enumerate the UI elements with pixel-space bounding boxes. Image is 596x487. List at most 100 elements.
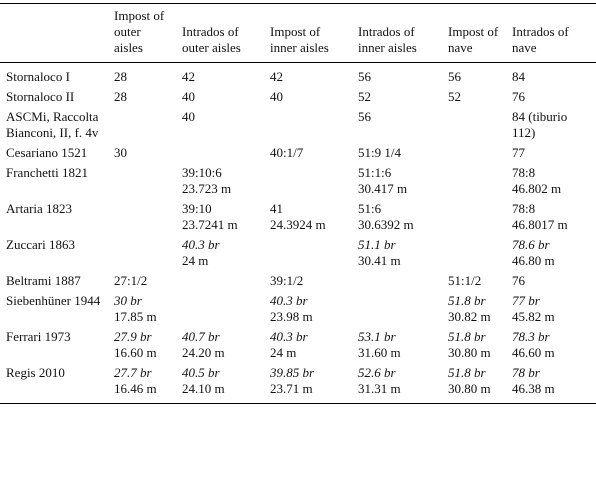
table-cell: 27:1/2 bbox=[108, 271, 176, 291]
table-cell: 40.3 br 23.98 m bbox=[264, 291, 352, 327]
cell-line: 16.60 m bbox=[114, 345, 157, 360]
cell-line: 78.6 br bbox=[512, 237, 550, 252]
cell-line: 30.6392 m bbox=[358, 217, 414, 232]
table-cell bbox=[352, 291, 442, 327]
row-label: Regis 2010 bbox=[6, 365, 65, 380]
row-label: Siebenhüner 1944 bbox=[6, 293, 101, 308]
cell-line: 23.7241 m bbox=[182, 217, 238, 232]
cell-line: 51.8 br bbox=[448, 365, 486, 380]
table-cell: 51.1 br 30.41 m bbox=[352, 235, 442, 271]
row-label: Stornaloco I bbox=[6, 69, 70, 84]
table-cell: 42 bbox=[264, 63, 352, 88]
cell-line: 40.5 br bbox=[182, 365, 220, 380]
table-cell: 51:6 30.6392 m bbox=[352, 199, 442, 235]
table-cell: 51:9 1/4 bbox=[352, 143, 442, 163]
cell-line: 52 bbox=[358, 89, 371, 104]
table-cell: 52 bbox=[442, 87, 506, 107]
column-header: Impost of nave bbox=[442, 3, 506, 63]
cell-line: 39:10:6 bbox=[182, 165, 222, 180]
row-label: Cesariano 1521 bbox=[6, 145, 88, 160]
table-row: Beltrami 1887 27:1/2 39:1/2 51:1/2 76 bbox=[0, 271, 596, 291]
table-cell: 84 (tiburio 112) bbox=[506, 107, 596, 143]
table-cell bbox=[442, 143, 506, 163]
cell-line: 76 bbox=[512, 273, 525, 288]
row-label: ASCMi, Raccolta Bianconi, II, f. 4v bbox=[6, 109, 99, 140]
table-cell: 41 24.3924 m bbox=[264, 199, 352, 235]
table-cell: 40.3 br 24 m bbox=[176, 235, 264, 271]
cell-line: 28 bbox=[114, 69, 127, 84]
cell-line: 16.46 m bbox=[114, 381, 157, 396]
row-label: Beltrami 1887 bbox=[6, 273, 81, 288]
table-cell: 76 bbox=[506, 271, 596, 291]
table-cell: 51.8 br 30.82 m bbox=[442, 291, 506, 327]
cell-line: 40 bbox=[182, 109, 195, 124]
column-header: Impost of inner aisles bbox=[264, 3, 352, 63]
cell-line: 78.3 br bbox=[512, 329, 550, 344]
column-header: Intrados of nave bbox=[506, 3, 596, 63]
table-cell: 27.7 br 16.46 m bbox=[108, 363, 176, 404]
cell-line: 30.417 m bbox=[358, 181, 408, 196]
cell-line: 23.723 m bbox=[182, 181, 232, 196]
header-row: Impost of outer aisles Intrados of outer … bbox=[0, 3, 596, 63]
cell-line: 39.85 br bbox=[270, 365, 315, 380]
cell-line: 46.60 m bbox=[512, 345, 555, 360]
table-cell bbox=[442, 235, 506, 271]
table-cell: 84 bbox=[506, 63, 596, 88]
table-cell bbox=[108, 163, 176, 199]
cell-line: 17.85 m bbox=[114, 309, 157, 324]
cell-line: 45.82 m bbox=[512, 309, 555, 324]
cell-line: 51:6 bbox=[358, 201, 382, 216]
cell-line: 78 br bbox=[512, 365, 540, 380]
cell-line: 52 bbox=[448, 89, 461, 104]
table-cell: 40 bbox=[264, 87, 352, 107]
cell-line: 27.9 br bbox=[114, 329, 152, 344]
cell-line: 40.3 br bbox=[270, 329, 308, 344]
table-body: Stornaloco I 28 42 42 56 56 84 Stornaloco II 28 4… bbox=[0, 63, 596, 404]
table-cell bbox=[108, 235, 176, 271]
cell-line: 46.802 m bbox=[512, 181, 562, 196]
table-cell bbox=[352, 271, 442, 291]
cell-line: 24 m bbox=[270, 345, 297, 360]
cell-line: 24.10 m bbox=[182, 381, 225, 396]
cell-line: 51.1 br bbox=[358, 237, 396, 252]
cell-line: 46.8017 m bbox=[512, 217, 568, 232]
table-cell: 39:1/2 bbox=[264, 271, 352, 291]
table-cell: 28 bbox=[108, 87, 176, 107]
row-label: Zuccari 1863 bbox=[6, 237, 75, 252]
table-cell: 40:1/7 bbox=[264, 143, 352, 163]
table-row: Cesariano 1521 30 40:1/7 51:9 1/4 77 bbox=[0, 143, 596, 163]
table-row: Franchetti 1821 39:10:6 23.723 m 51:1:6 30.4… bbox=[0, 163, 596, 199]
table-cell: 40.5 br 24.10 m bbox=[176, 363, 264, 404]
cell-line: 53.1 br bbox=[358, 329, 396, 344]
cell-line: 46.38 m bbox=[512, 381, 555, 396]
table-cell: 51:1/2 bbox=[442, 271, 506, 291]
column-header: Intrados of outer aisles bbox=[176, 3, 264, 63]
cell-line: 56 bbox=[358, 69, 371, 84]
table-cell: 40.7 br 24.20 m bbox=[176, 327, 264, 363]
table-cell bbox=[176, 143, 264, 163]
row-label: Ferrari 1973 bbox=[6, 329, 71, 344]
column-header: Impost of outer aisles bbox=[108, 3, 176, 63]
cell-line: 31.60 m bbox=[358, 345, 401, 360]
table-cell bbox=[442, 163, 506, 199]
column-header: Intrados of inner aisles bbox=[352, 3, 442, 63]
cell-line: 23.71 m bbox=[270, 381, 313, 396]
table-cell: 76 bbox=[506, 87, 596, 107]
table-cell: 51.8 br 30.80 m bbox=[442, 327, 506, 363]
cell-line: 24.20 m bbox=[182, 345, 225, 360]
table-header: Impost of outer aisles Intrados of outer … bbox=[0, 3, 596, 63]
row-label: Franchetti 1821 bbox=[6, 165, 88, 180]
cell-line: 30.80 m bbox=[448, 345, 491, 360]
cell-line: 40.3 br bbox=[270, 293, 308, 308]
table-cell: 39.85 br 23.71 m bbox=[264, 363, 352, 404]
table-row: Stornaloco I 28 42 42 56 56 84 bbox=[0, 63, 596, 88]
cell-line: 28 bbox=[114, 89, 127, 104]
cell-line: 24.3924 m bbox=[270, 217, 326, 232]
cell-line: 40:1/7 bbox=[270, 145, 304, 160]
cell-line: 51:1/2 bbox=[448, 273, 482, 288]
cell-line: 27.7 br bbox=[114, 365, 152, 380]
table-cell bbox=[264, 107, 352, 143]
row-label: Artaria 1823 bbox=[6, 201, 73, 216]
table-cell: 56 bbox=[352, 63, 442, 88]
table-row: ASCMi, Raccolta Bianconi, II, f. 4v 40 56 8… bbox=[0, 107, 596, 143]
